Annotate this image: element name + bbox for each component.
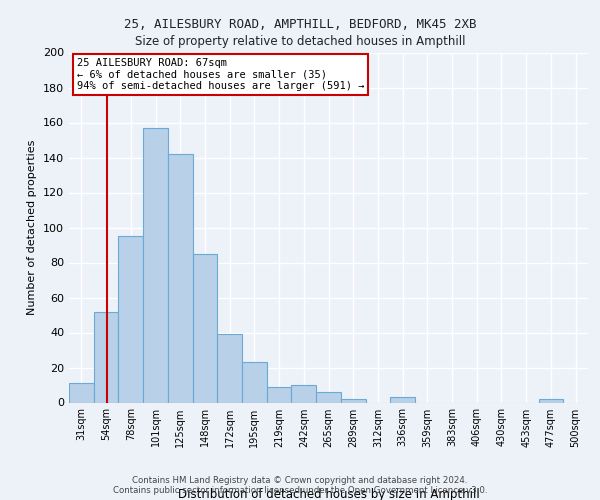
Bar — [242, 362, 267, 403]
Bar — [390, 397, 415, 402]
Bar — [118, 236, 143, 402]
Bar — [341, 399, 365, 402]
Bar — [316, 392, 341, 402]
Text: 25, AILESBURY ROAD, AMPTHILL, BEDFORD, MK45 2XB: 25, AILESBURY ROAD, AMPTHILL, BEDFORD, M… — [124, 18, 476, 30]
Bar — [292, 385, 316, 402]
Bar — [69, 383, 94, 402]
Text: Contains HM Land Registry data © Crown copyright and database right 2024.: Contains HM Land Registry data © Crown c… — [132, 476, 468, 485]
Y-axis label: Number of detached properties: Number of detached properties — [28, 140, 37, 315]
Bar — [217, 334, 242, 402]
Bar — [539, 399, 563, 402]
Bar — [168, 154, 193, 402]
Bar — [267, 387, 292, 402]
Text: Size of property relative to detached houses in Ampthill: Size of property relative to detached ho… — [135, 35, 465, 48]
Bar — [143, 128, 168, 402]
X-axis label: Distribution of detached houses by size in Ampthill: Distribution of detached houses by size … — [178, 488, 479, 500]
Bar — [94, 312, 118, 402]
Text: 25 AILESBURY ROAD: 67sqm
← 6% of detached houses are smaller (35)
94% of semi-de: 25 AILESBURY ROAD: 67sqm ← 6% of detache… — [77, 58, 364, 91]
Text: Contains public sector information licensed under the Open Government Licence v3: Contains public sector information licen… — [113, 486, 487, 495]
Bar — [193, 254, 217, 402]
